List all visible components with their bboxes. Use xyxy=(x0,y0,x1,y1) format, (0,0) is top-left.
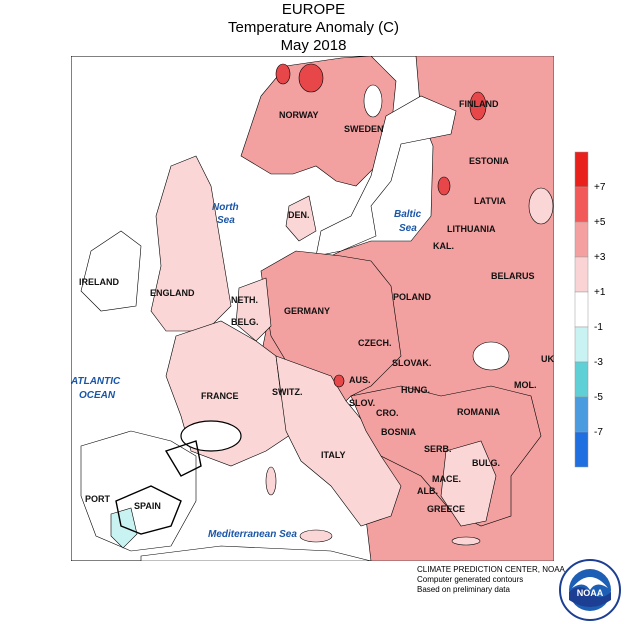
country-label-denmark: DEN. xyxy=(288,210,310,220)
country-label-latvia: LATVIA xyxy=(474,196,506,206)
country-label-spain: SPAIN xyxy=(134,501,161,511)
legend-label: -5 xyxy=(594,392,603,403)
sea-label-atlantic-2: OCEAN xyxy=(79,390,116,401)
country-label-bulgaria: BULG. xyxy=(472,458,500,468)
country-label-albania: ALB. xyxy=(417,486,438,496)
legend-swatch xyxy=(574,396,589,433)
country-label-ireland: IRELAND xyxy=(79,277,119,287)
country-label-czechia: CZECH. xyxy=(358,338,392,348)
country-label-slovenia: SLOV. xyxy=(349,398,375,408)
country-label-belarus: BELARUS xyxy=(491,271,535,281)
sea-label-north-1: North xyxy=(212,202,239,213)
country-label-moldova: MOL. xyxy=(514,380,537,390)
country-label-croatia: CRO. xyxy=(376,408,399,418)
legend-label: +7 xyxy=(594,182,606,193)
country-label-lithuania: LITHUANIA xyxy=(447,224,496,234)
country-label-england: ENGLAND xyxy=(150,288,195,298)
country-label-netherlands: NETH. xyxy=(231,295,258,305)
country-label-hungary: HUNG. xyxy=(401,385,430,395)
country-label-slovakia: SLOVAK. xyxy=(392,358,431,368)
legend-swatch xyxy=(574,291,589,328)
title-region: EUROPE xyxy=(281,1,346,18)
sea-label-baltic-1: Baltic xyxy=(394,209,422,220)
country-label-poland: POLAND xyxy=(393,292,432,302)
country-label-ukraine: UK xyxy=(541,354,554,364)
legend-label: -3 xyxy=(594,357,603,368)
sea-label-north-2: Sea xyxy=(217,215,235,226)
country-label-france: FRANCE xyxy=(201,391,239,401)
country-label-estonia: ESTONIA xyxy=(469,156,509,166)
legend-swatch xyxy=(574,326,589,363)
noaa-logo: NOAA xyxy=(559,559,621,621)
sea-label-atlantic-1: ATLANTIC xyxy=(71,376,121,387)
country-label-finland: FINLAND xyxy=(459,99,499,109)
legend-swatch xyxy=(574,361,589,398)
country-label-romania: ROMANIA xyxy=(457,407,500,417)
country-label-norway: NORWAY xyxy=(279,110,319,120)
legend-label: +3 xyxy=(594,252,606,263)
credit-line-1: CLIMATE PREDICTION CENTER, NOAA xyxy=(417,565,565,574)
country-label-italy: ITALY xyxy=(321,450,346,460)
country-label-sweden: SWEDEN xyxy=(344,124,384,134)
credit-line-2: Computer generated contours xyxy=(417,575,524,584)
country-label-belgium: BELG. xyxy=(231,317,259,327)
legend-label: -7 xyxy=(594,427,603,438)
legend-label: -1 xyxy=(594,322,603,333)
country-label-greece: GREECE xyxy=(427,504,465,514)
sea-label-mediterranean: Mediterranean Sea xyxy=(208,529,297,540)
credit-line-3: Based on preliminary data xyxy=(417,585,510,594)
legend-swatch xyxy=(574,431,589,468)
title-variable: Temperature Anomaly (C) xyxy=(228,19,399,36)
noaa-logo-text: NOAA xyxy=(577,588,604,598)
sea-label-baltic-2: Sea xyxy=(399,223,417,234)
legend-label: +5 xyxy=(594,217,606,228)
country-label-portugal: PORT xyxy=(85,494,111,504)
country-label-kaliningrad: KAL. xyxy=(433,241,454,251)
country-label-germany: GERMANY xyxy=(284,306,330,316)
country-label-switzerland: SWITZ. xyxy=(272,387,303,397)
legend-swatch xyxy=(574,256,589,293)
country-label-macedonia: MACE. xyxy=(432,474,461,484)
country-label-bosnia: BOSNIA xyxy=(381,427,417,437)
color-legend: +7 +5 +3 +1 -1 -3 -5 -7 xyxy=(574,151,606,468)
country-label-austria: AUS. xyxy=(349,375,371,385)
legend-swatch xyxy=(574,221,589,258)
anomaly-map: NORWAY SWEDEN FINLAND ESTONIA LATVIA LIT… xyxy=(71,56,554,561)
legend-label: +1 xyxy=(594,287,606,298)
country-label-serbia: SERB. xyxy=(424,444,452,454)
title-period: May 2018 xyxy=(280,37,347,54)
legend-swatch xyxy=(574,186,589,223)
legend-swatch xyxy=(574,151,589,188)
